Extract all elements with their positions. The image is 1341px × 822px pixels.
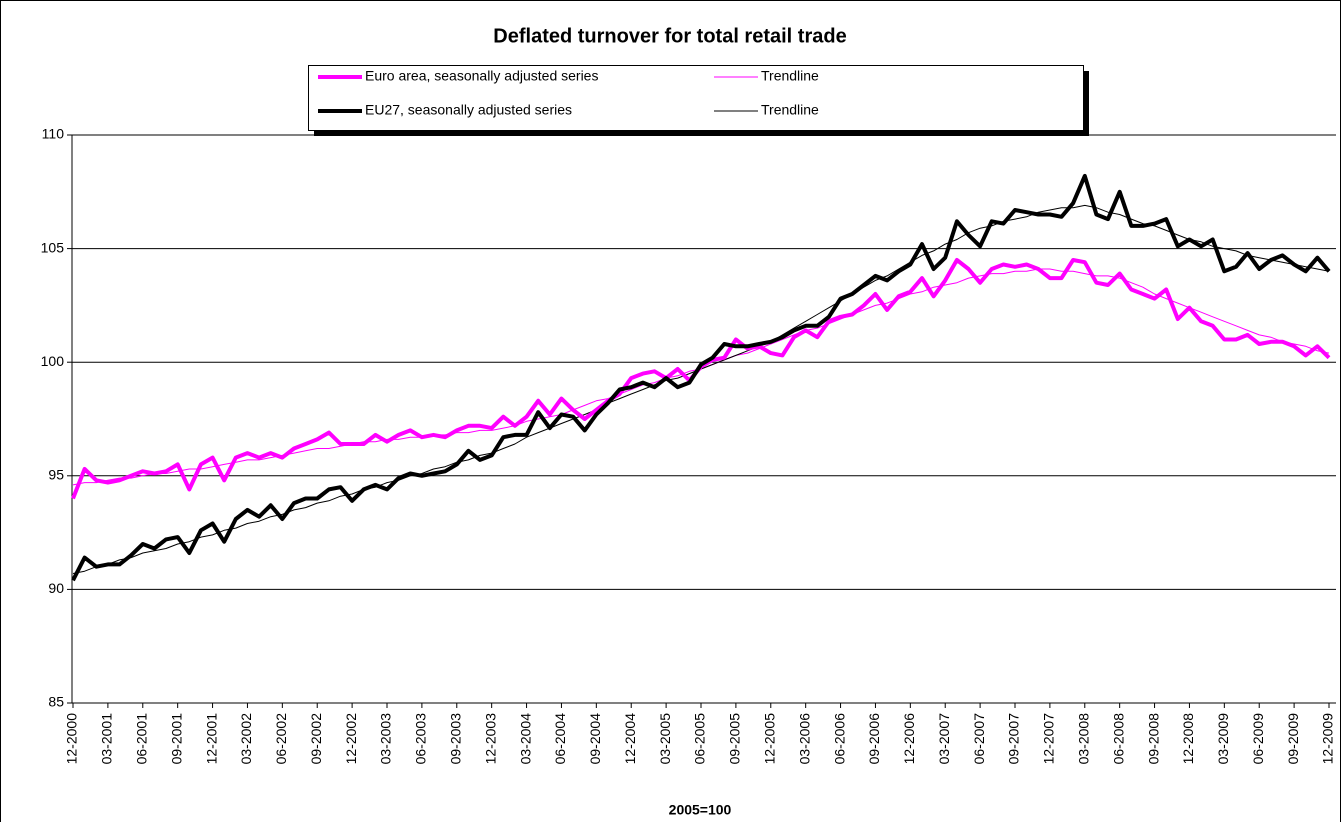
legend-label: Trendline: [761, 102, 819, 118]
x-tick-label: 12-2001: [203, 713, 219, 765]
x-tick-label: 09-2005: [727, 713, 743, 765]
x-tick-label: 09-2004: [587, 713, 603, 765]
x-tick-label: 12-2004: [622, 713, 638, 765]
x-tick-label: 12-2003: [482, 713, 498, 765]
x-tick-label: 09-2006: [866, 713, 882, 765]
y-tick-label: 105: [41, 239, 65, 255]
x-tick-label: 12-2005: [761, 713, 777, 765]
x-tick-label: 03-2002: [238, 713, 254, 765]
x-tick-label: 09-2009: [1285, 713, 1301, 765]
series-line: [71, 173, 1331, 582]
x-tick-label: 03-2004: [517, 713, 533, 765]
legend-label: EU27, seasonally adjusted series: [365, 102, 572, 118]
y-tick-label: 85: [48, 694, 64, 710]
x-tick-label: 09-2001: [168, 713, 184, 765]
x-tick-label: 06-2006: [831, 713, 847, 765]
x-tick-label: 09-2002: [308, 713, 324, 765]
x-tick-label: 09-2007: [1006, 713, 1022, 765]
legend: [308, 65, 1084, 131]
x-tick-label: 03-2008: [1075, 713, 1091, 765]
x-axis-label: 2005=100: [669, 802, 732, 818]
x-tick-label: 12-2008: [1180, 713, 1196, 765]
x-tick-label: 12-2006: [901, 713, 917, 765]
x-tick-label: 03-2006: [796, 713, 812, 765]
x-tick-label: 06-2003: [413, 713, 429, 765]
y-tick-label: 100: [41, 353, 65, 369]
x-tick-label: 12-2009: [1320, 713, 1336, 765]
x-tick-label: 06-2008: [1110, 713, 1126, 765]
y-tick-label: 90: [48, 580, 64, 596]
x-tick-label: 06-2002: [273, 713, 289, 765]
y-tick-label: 95: [48, 467, 64, 483]
x-tick-label: 06-2004: [552, 713, 568, 765]
chart-title: Deflated turnover for total retail trade: [493, 25, 846, 47]
legend-label: Trendline: [761, 68, 819, 84]
y-tick-label: 110: [42, 126, 65, 142]
x-tick-label: 03-2009: [1215, 713, 1231, 765]
x-tick-label: 12-2007: [1041, 713, 1057, 765]
x-tick-label: 12-2000: [64, 713, 80, 765]
x-tick-label: 12-2002: [343, 713, 359, 765]
legend-label: Euro area, seasonally adjusted series: [365, 68, 598, 84]
x-tick-label: 03-2001: [99, 713, 115, 765]
x-tick-label: 06-2001: [133, 713, 149, 765]
x-tick-label: 03-2005: [657, 713, 673, 765]
x-tick-label: 06-2009: [1250, 713, 1266, 765]
x-tick-label: 09-2008: [1145, 713, 1161, 765]
x-tick-label: 03-2007: [936, 713, 952, 765]
x-tick-label: 06-2005: [692, 713, 708, 765]
x-tick-label: 06-2007: [971, 713, 987, 765]
x-tick-label: 09-2003: [447, 713, 463, 765]
x-tick-label: 03-2003: [378, 713, 394, 765]
